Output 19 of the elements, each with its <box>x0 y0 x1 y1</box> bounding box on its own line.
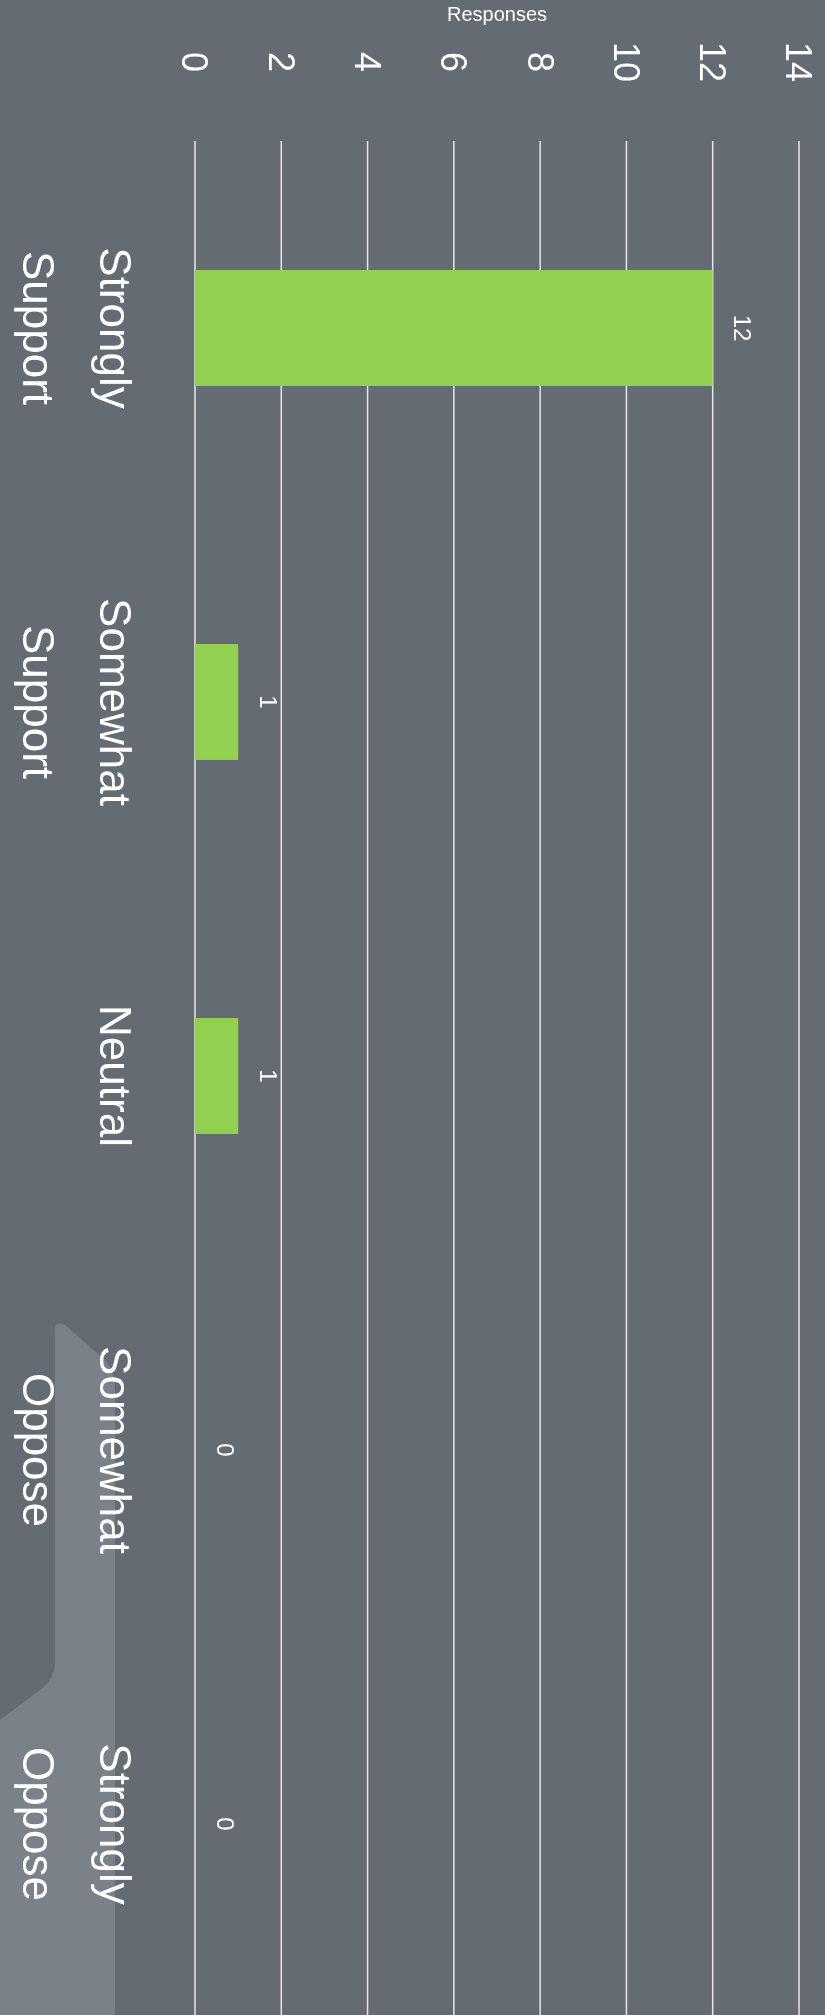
data-label: 1 <box>254 695 282 709</box>
x-tick-label: 10 <box>605 41 647 83</box>
x-tick-label: 0 <box>174 51 216 73</box>
x-axis-title: Responses <box>446 3 548 25</box>
y-tick-label: Neutral <box>90 1005 140 1147</box>
data-label: 0 <box>211 1443 239 1457</box>
x-tick-label: 12 <box>692 41 734 83</box>
x-tick-label: 8 <box>519 51 561 73</box>
y-tick-label: Strongly Oppose <box>13 1743 140 1905</box>
x-tick-label: 14 <box>778 41 820 83</box>
x-tick-label: 6 <box>433 51 475 73</box>
y-tick-label: Somewhat Oppose <box>13 1346 140 1554</box>
y-tick-label: Strongly Support <box>13 247 140 409</box>
data-label: 1 <box>254 1069 282 1083</box>
x-tick-label: 2 <box>260 51 302 73</box>
data-label: 0 <box>211 1817 239 1831</box>
x-tick-label: 4 <box>346 51 388 73</box>
y-tick-label: Somewhat Support <box>13 598 140 806</box>
data-label: 12 <box>729 314 757 342</box>
